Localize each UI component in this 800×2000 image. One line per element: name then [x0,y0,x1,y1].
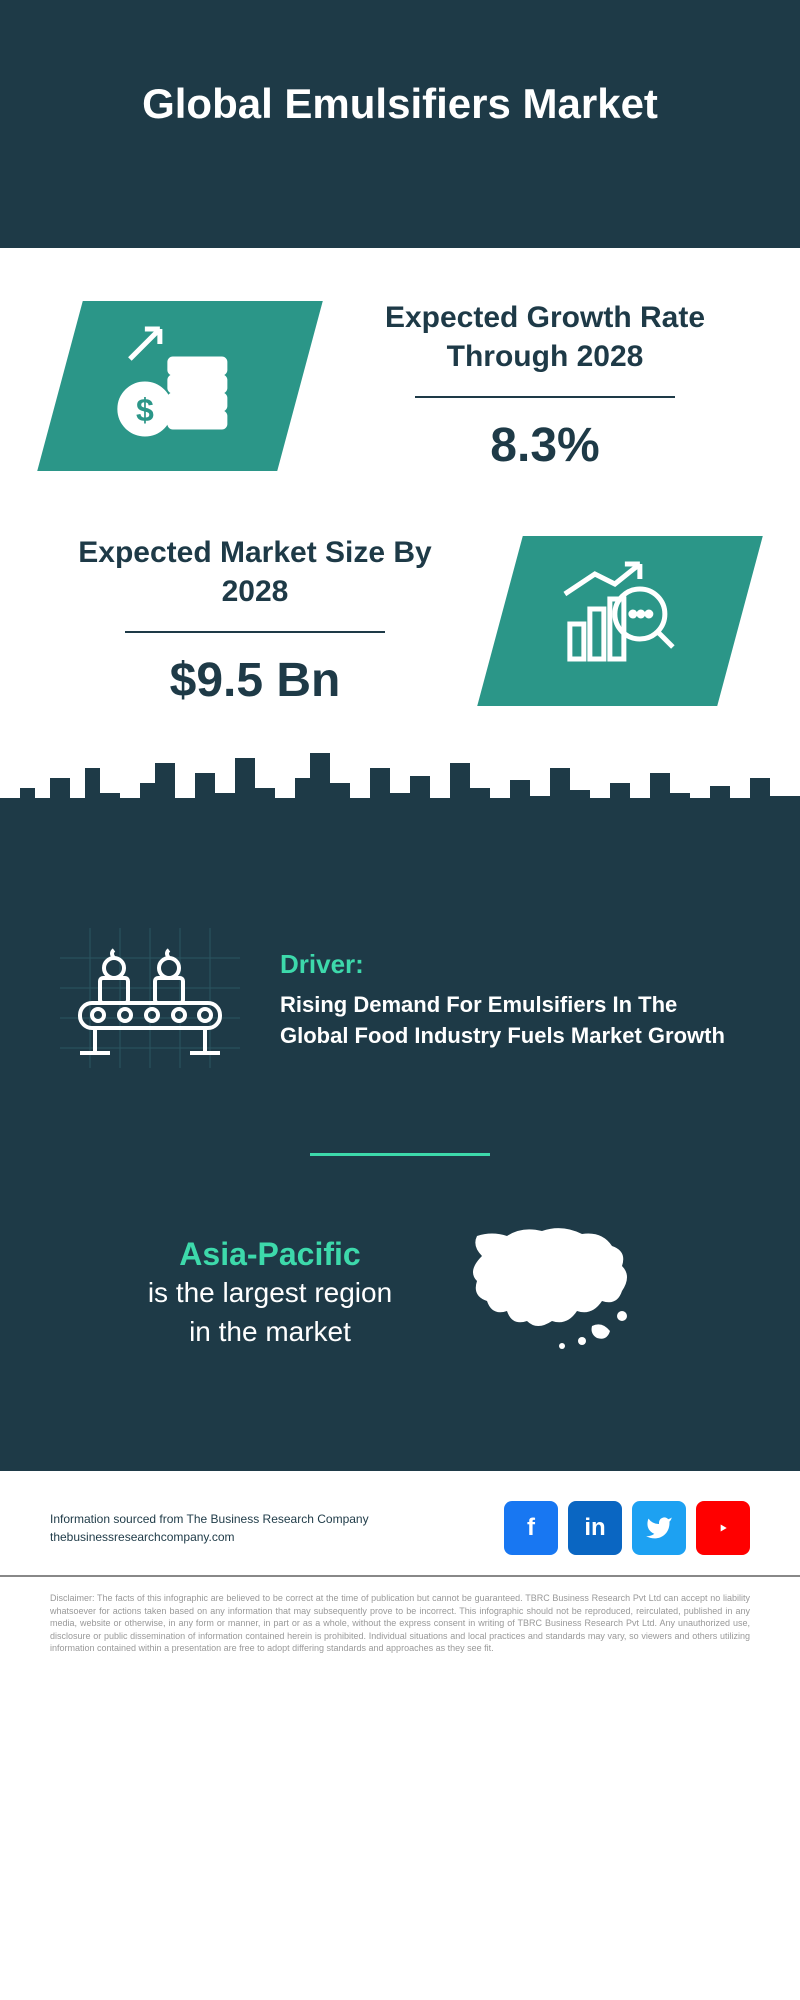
svg-text:$: $ [136,391,154,427]
driver-text-block: Driver: Rising Demand For Emulsifiers In… [280,949,740,1052]
growth-value: 8.3% [350,418,740,473]
dark-info-section: Driver: Rising Demand For Emulsifiers In… [0,798,800,1471]
growth-text-block: Expected Growth Rate Through 2028 8.3% [350,298,740,473]
facebook-icon[interactable]: f [504,1501,558,1555]
growth-label: Expected Growth Rate Through 2028 [350,298,740,376]
region-line2: in the market [148,1312,392,1351]
region-text-block: Asia-Pacific is the largest region in th… [148,1236,392,1351]
divider [415,396,675,398]
asia-map-icon [452,1216,652,1371]
chart-magnify-icon [555,558,685,678]
twitter-icon[interactable] [632,1501,686,1555]
driver-row: Driver: Rising Demand For Emulsifiers In… [0,898,800,1103]
teal-divider [310,1153,490,1156]
region-row: Asia-Pacific is the largest region in th… [0,1196,800,1431]
market-label: Expected Market Size By 2028 [60,533,450,611]
disclaimer-text: Disclaimer: The facts of this infographi… [50,1592,750,1655]
youtube-icon[interactable] [696,1501,750,1555]
divider [125,631,385,633]
region-line1: is the largest region [148,1273,392,1312]
market-value: $9.5 Bn [60,653,450,708]
disclaimer-section: Disclaimer: The facts of this infographi… [0,1577,800,1695]
money-growth-icon: $ [115,323,245,443]
header-banner: Global Emulsifiers Market [0,0,800,248]
stats-section: $ Expected Growth Rate Through 2028 8.3% [0,248,800,798]
skyline-graphic [0,798,800,898]
footer-source: Information sourced from The Business Re… [50,1510,369,1546]
driver-label: Driver: [280,949,740,980]
linkedin-icon[interactable]: in [568,1501,622,1555]
market-icon-shape [477,536,763,706]
region-highlight: Asia-Pacific [148,1236,392,1273]
source-url: thebusinessresearchcompany.com [50,1528,369,1546]
conveyor-icon [60,928,240,1073]
market-size-row: Expected Market Size By 2028 $9.5 Bn [60,533,740,708]
growth-rate-row: $ Expected Growth Rate Through 2028 8.3% [60,298,740,473]
page-title: Global Emulsifiers Market [40,80,760,128]
driver-description: Rising Demand For Emulsifiers In The Glo… [280,990,740,1052]
social-buttons: f in [504,1501,750,1555]
footer-bar: Information sourced from The Business Re… [0,1471,800,1577]
growth-icon-shape: $ [37,301,323,471]
market-text-block: Expected Market Size By 2028 $9.5 Bn [60,533,450,708]
source-line: Information sourced from The Business Re… [50,1510,369,1528]
